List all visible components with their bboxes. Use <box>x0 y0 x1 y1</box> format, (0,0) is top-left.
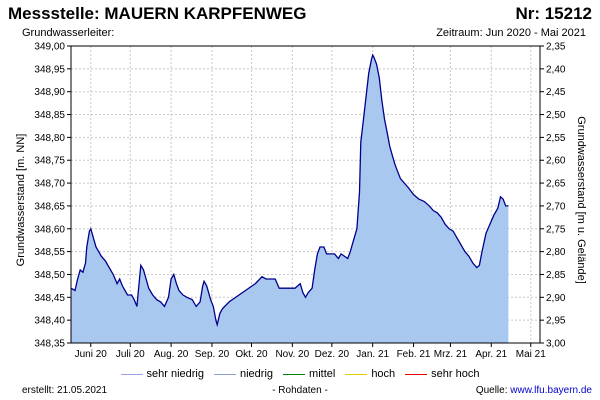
legend-label: niedrig <box>240 368 274 380</box>
y-tick-label-right: 2,40 <box>546 64 566 75</box>
legend: sehr niedrig niedrig mittel hoch sehr hoch <box>0 368 600 380</box>
y-tick-label-left: 348,95 <box>34 64 65 75</box>
period-label: Zeitraum: Jun 2020 - Mai 2021 <box>436 27 586 39</box>
plot-frame <box>70 45 541 344</box>
y-tick-label-right: 2,45 <box>546 87 566 98</box>
legend-item: mittel <box>283 368 335 380</box>
x-tick-label: Mai 21 <box>516 349 546 360</box>
y-axis-left-title: Grundwasserstand [m. NN] <box>15 134 27 267</box>
y-tick-label-right: 2,35 <box>546 42 566 53</box>
page-title: Messstelle: MAUERN KARPFENWEG <box>8 4 307 23</box>
x-axis: Juni 20 Juli 20 Aug. 20 Sep. 20 Okt. 20 Nov. … <box>75 343 546 360</box>
source-label: Quelle: <box>475 385 511 396</box>
y-tick-label-left: 348,50 <box>34 270 65 281</box>
legend-line-icon <box>214 373 236 375</box>
aquifer-label: Grundwasserleiter: <box>22 27 115 39</box>
legend-label: sehr hoch <box>431 368 480 380</box>
source-link[interactable]: www.lfu.bayern.de <box>510 385 592 396</box>
legend-label: hoch <box>371 368 396 380</box>
created-date: erstellt: 21.05.2021 <box>22 385 108 396</box>
water-level-line <box>70 53 509 328</box>
x-tick-label: Jan. 21 <box>356 349 389 360</box>
legend-item: sehr hoch <box>405 368 479 380</box>
y-tick-label-right: 2,60 <box>546 156 566 167</box>
legend-item: niedrig <box>214 368 273 380</box>
y-tick-label-left: 349,00 <box>34 42 65 53</box>
x-tick-label: Dez. 20 <box>315 349 350 360</box>
y-tick-label-left: 348,40 <box>34 316 65 327</box>
legend-item: hoch <box>345 368 395 380</box>
legend-line-icon <box>405 373 428 375</box>
x-tick-label: Okt. 20 <box>235 349 268 360</box>
rawdata-note: - Rohdaten - <box>272 385 328 396</box>
x-tick-label: Aug. 20 <box>154 349 189 360</box>
x-tick-label: Sep. 20 <box>195 349 230 360</box>
y-tick-label-right: 2,65 <box>546 179 566 190</box>
y-tick-label-right: 3,00 <box>546 339 566 350</box>
y-tick-label-left: 348,65 <box>34 201 65 212</box>
x-tick-label: Feb. 21 <box>397 349 431 360</box>
y-tick-label-left: 348,75 <box>34 156 65 167</box>
y-tick-label-left: 348,45 <box>34 293 65 304</box>
y-tick-label-right: 2,50 <box>546 110 566 121</box>
legend-line-icon <box>120 373 143 375</box>
legend-label: sehr niedrig <box>146 368 204 380</box>
legend-label: mittel <box>309 368 336 380</box>
y-axis-right: 2,35 2,40 2,45 2,50 2,55 2,60 2,65 2,70 2,75 2,80… <box>540 42 566 350</box>
y-axis-left: 349,00 348,95 348,90 348,85 348,80 348,75 348,… <box>34 42 71 350</box>
x-tick-label: Juni 20 <box>75 349 108 360</box>
y-tick-label-left: 348,80 <box>34 133 65 144</box>
x-tick-label: Apr. 21 <box>475 349 507 360</box>
y-tick-label-right: 2,80 <box>546 247 566 258</box>
legend-line-icon <box>345 373 368 375</box>
y-axis-right-title: Grundwasserstand [m u. Gelände] <box>575 116 587 284</box>
y-tick-label-left: 348,90 <box>34 87 65 98</box>
y-tick-label-right: 2,55 <box>546 133 566 144</box>
y-tick-label-right: 2,95 <box>546 316 566 327</box>
x-tick-label: Nov. 20 <box>275 349 309 360</box>
x-tick-label: Mrz. 21 <box>434 349 468 360</box>
legend-item: sehr niedrig <box>120 368 204 380</box>
y-tick-label-right: 2,75 <box>546 224 566 235</box>
y-tick-label-right: 2,70 <box>546 201 566 212</box>
y-tick-label-left: 348,35 <box>34 339 65 350</box>
y-tick-label-right: 2,85 <box>546 270 566 281</box>
y-tick-label-left: 348,85 <box>34 110 65 121</box>
source: Quelle: www.lfu.bayern.de <box>476 385 592 396</box>
y-tick-label-right: 2,90 <box>546 293 566 304</box>
legend-line-icon <box>283 373 306 375</box>
y-tick-label-left: 348,55 <box>34 247 65 258</box>
y-tick-label-left: 348,60 <box>34 224 65 235</box>
water-level-area <box>71 55 509 343</box>
y-tick-label-left: 348,70 <box>34 179 65 190</box>
station-number: Nr: 15212 <box>515 4 592 23</box>
x-tick-label: Juli 20 <box>116 349 145 360</box>
